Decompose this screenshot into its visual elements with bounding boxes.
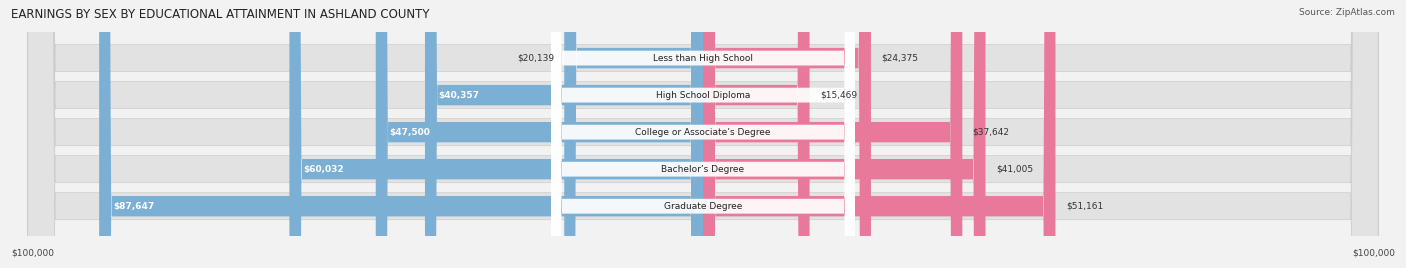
FancyBboxPatch shape bbox=[28, 0, 1378, 268]
Text: $41,005: $41,005 bbox=[995, 165, 1033, 174]
FancyBboxPatch shape bbox=[551, 0, 855, 268]
FancyBboxPatch shape bbox=[703, 0, 986, 268]
Text: Graduate Degree: Graduate Degree bbox=[664, 202, 742, 211]
FancyBboxPatch shape bbox=[703, 0, 962, 268]
Text: $24,375: $24,375 bbox=[882, 54, 918, 63]
FancyBboxPatch shape bbox=[28, 0, 1378, 268]
Text: $20,139: $20,139 bbox=[517, 54, 554, 63]
Text: High School Diploma: High School Diploma bbox=[655, 91, 751, 100]
Text: Less than High School: Less than High School bbox=[652, 54, 754, 63]
Text: Bachelor’s Degree: Bachelor’s Degree bbox=[661, 165, 745, 174]
FancyBboxPatch shape bbox=[28, 0, 1378, 268]
FancyBboxPatch shape bbox=[551, 0, 855, 268]
Text: $37,642: $37,642 bbox=[973, 128, 1010, 137]
Text: $100,000: $100,000 bbox=[11, 248, 55, 257]
FancyBboxPatch shape bbox=[425, 0, 703, 268]
Text: $47,500: $47,500 bbox=[389, 128, 430, 137]
FancyBboxPatch shape bbox=[551, 0, 855, 268]
FancyBboxPatch shape bbox=[551, 0, 855, 268]
Text: $100,000: $100,000 bbox=[1351, 248, 1395, 257]
Text: Source: ZipAtlas.com: Source: ZipAtlas.com bbox=[1299, 8, 1395, 17]
Text: $60,032: $60,032 bbox=[304, 165, 344, 174]
Text: $40,357: $40,357 bbox=[439, 91, 479, 100]
FancyBboxPatch shape bbox=[703, 0, 870, 268]
Text: $15,469: $15,469 bbox=[820, 91, 858, 100]
Text: $87,647: $87,647 bbox=[112, 202, 155, 211]
FancyBboxPatch shape bbox=[564, 0, 703, 268]
Text: College or Associate’s Degree: College or Associate’s Degree bbox=[636, 128, 770, 137]
Text: EARNINGS BY SEX BY EDUCATIONAL ATTAINMENT IN ASHLAND COUNTY: EARNINGS BY SEX BY EDUCATIONAL ATTAINMEN… bbox=[11, 8, 430, 21]
FancyBboxPatch shape bbox=[28, 0, 1378, 268]
FancyBboxPatch shape bbox=[290, 0, 703, 268]
Text: $51,161: $51,161 bbox=[1066, 202, 1104, 211]
FancyBboxPatch shape bbox=[703, 0, 810, 268]
FancyBboxPatch shape bbox=[703, 0, 1056, 268]
FancyBboxPatch shape bbox=[375, 0, 703, 268]
FancyBboxPatch shape bbox=[28, 0, 1378, 268]
FancyBboxPatch shape bbox=[551, 0, 855, 268]
FancyBboxPatch shape bbox=[100, 0, 703, 268]
